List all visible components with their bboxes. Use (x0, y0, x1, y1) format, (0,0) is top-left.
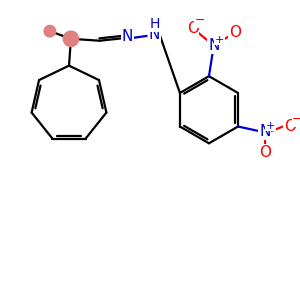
Text: N: N (208, 38, 219, 53)
Text: +: + (215, 35, 224, 45)
Text: O: O (187, 21, 199, 36)
Circle shape (63, 31, 79, 46)
Text: −: − (292, 113, 300, 126)
Text: N: N (122, 29, 133, 44)
Text: N: N (259, 124, 271, 139)
Text: O: O (259, 145, 271, 160)
Text: O: O (229, 25, 241, 40)
Circle shape (44, 26, 56, 37)
Text: +: + (266, 121, 275, 130)
Text: N: N (148, 28, 160, 43)
Text: O: O (284, 119, 296, 134)
Text: H: H (149, 17, 160, 32)
Text: −: − (195, 14, 206, 27)
